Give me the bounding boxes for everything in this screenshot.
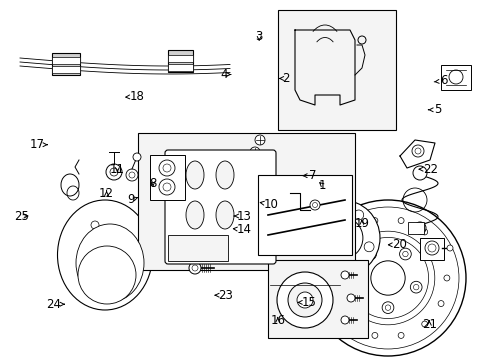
- Circle shape: [321, 217, 362, 259]
- Circle shape: [309, 200, 319, 210]
- Text: 21: 21: [421, 318, 436, 330]
- Circle shape: [106, 164, 122, 180]
- Circle shape: [336, 262, 346, 271]
- Bar: [267, 260, 367, 338]
- Text: 5: 5: [427, 103, 441, 116]
- Bar: [138, 133, 354, 270]
- Circle shape: [409, 281, 421, 293]
- Bar: [168, 50, 193, 72]
- Circle shape: [287, 283, 321, 317]
- Text: 14: 14: [233, 223, 251, 236]
- Circle shape: [397, 332, 403, 338]
- Circle shape: [371, 332, 377, 338]
- Circle shape: [189, 262, 201, 274]
- Text: 8: 8: [149, 177, 157, 190]
- Circle shape: [304, 200, 379, 276]
- Ellipse shape: [185, 201, 203, 229]
- Ellipse shape: [78, 246, 136, 304]
- Text: 22: 22: [418, 163, 437, 176]
- Text: 10: 10: [260, 198, 278, 211]
- Circle shape: [364, 242, 373, 252]
- Circle shape: [309, 242, 319, 252]
- Text: 2: 2: [279, 72, 289, 85]
- Circle shape: [276, 272, 332, 328]
- Circle shape: [347, 229, 353, 235]
- Bar: [278, 10, 395, 130]
- Text: 3: 3: [255, 30, 263, 42]
- Bar: [52, 57, 80, 64]
- Text: 19: 19: [354, 217, 368, 230]
- Circle shape: [421, 321, 427, 327]
- Circle shape: [399, 248, 410, 260]
- Text: 25: 25: [15, 210, 29, 222]
- Text: 16: 16: [270, 314, 285, 327]
- Circle shape: [325, 275, 331, 281]
- Circle shape: [443, 275, 449, 281]
- FancyBboxPatch shape: [164, 150, 275, 264]
- Text: 9: 9: [127, 193, 138, 206]
- Text: 6: 6: [433, 75, 447, 87]
- Circle shape: [421, 229, 427, 235]
- Bar: [168, 235, 227, 261]
- Circle shape: [364, 248, 376, 260]
- Text: 17: 17: [29, 138, 47, 151]
- Circle shape: [346, 294, 354, 302]
- Bar: [52, 53, 80, 75]
- Circle shape: [353, 210, 363, 220]
- Circle shape: [381, 302, 393, 314]
- Ellipse shape: [185, 161, 203, 189]
- Circle shape: [133, 153, 141, 161]
- Bar: [168, 55, 193, 62]
- Circle shape: [437, 249, 443, 255]
- Bar: [52, 66, 80, 73]
- Circle shape: [424, 241, 438, 255]
- Text: 11: 11: [110, 163, 124, 176]
- Circle shape: [320, 210, 329, 220]
- Text: 4: 4: [220, 68, 230, 81]
- Circle shape: [131, 271, 139, 279]
- Circle shape: [91, 291, 99, 299]
- Circle shape: [412, 166, 426, 180]
- Bar: [407, 222, 423, 234]
- Ellipse shape: [216, 201, 234, 229]
- Circle shape: [397, 218, 403, 224]
- Circle shape: [340, 271, 348, 279]
- Circle shape: [411, 145, 423, 157]
- Text: 1: 1: [318, 179, 326, 192]
- Circle shape: [353, 281, 365, 293]
- Circle shape: [331, 249, 337, 255]
- Circle shape: [413, 222, 425, 234]
- Circle shape: [347, 238, 427, 319]
- Bar: [440, 65, 470, 90]
- Ellipse shape: [216, 161, 234, 189]
- Circle shape: [254, 135, 264, 145]
- Text: 15: 15: [298, 296, 316, 309]
- Bar: [168, 64, 193, 71]
- Circle shape: [448, 70, 462, 84]
- Circle shape: [371, 218, 377, 224]
- Text: 13: 13: [234, 210, 251, 222]
- Circle shape: [437, 301, 443, 306]
- Bar: [258, 175, 351, 255]
- Circle shape: [347, 321, 353, 327]
- Bar: [419, 238, 443, 260]
- Circle shape: [91, 221, 99, 229]
- Circle shape: [309, 200, 465, 356]
- Text: 7: 7: [303, 169, 316, 182]
- Ellipse shape: [58, 200, 152, 310]
- Text: 20: 20: [387, 238, 407, 251]
- Bar: [150, 155, 184, 200]
- Text: 23: 23: [215, 289, 233, 302]
- Circle shape: [370, 261, 405, 295]
- Circle shape: [296, 292, 312, 308]
- Circle shape: [126, 169, 138, 181]
- Circle shape: [331, 301, 337, 306]
- Text: 18: 18: [125, 90, 144, 103]
- Circle shape: [446, 245, 452, 251]
- Circle shape: [249, 147, 260, 157]
- Text: 12: 12: [99, 187, 114, 200]
- Ellipse shape: [76, 224, 143, 302]
- Text: 24: 24: [46, 298, 64, 311]
- Circle shape: [340, 316, 348, 324]
